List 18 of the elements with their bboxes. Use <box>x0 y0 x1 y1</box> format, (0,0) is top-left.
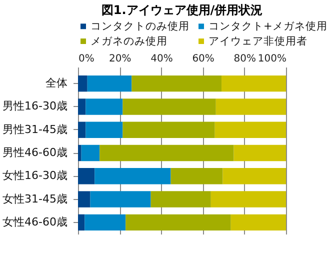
x-tick-label: 80% <box>234 54 256 64</box>
x-tick-label: 40% <box>150 54 173 64</box>
y-tick-label: 女性16-30歳 <box>2 169 68 182</box>
y-tick-label: 女性46-60歳 <box>2 215 68 228</box>
x-tick-label: 60% <box>192 54 214 64</box>
legend-label: コンタクト+メガネ使用 <box>208 20 328 32</box>
y-tick-label: 男性46-60歳 <box>2 146 68 159</box>
chart-title: 図1.アイウェア使用/併用状況 <box>101 3 263 17</box>
y-tick-label: 女性31-45歳 <box>2 192 68 206</box>
legend-label: メガネのみ使用 <box>90 35 168 48</box>
x-tick-label: 100% <box>258 54 286 64</box>
legend-label: コンタクトのみ使用 <box>90 20 190 32</box>
y-tick-label: 男性31-45歳 <box>2 122 68 136</box>
legend-label: アイウェア非使用者 <box>208 34 308 48</box>
y-tick-label: 全体 <box>46 76 68 90</box>
y-tick-label: 男性16-30歳 <box>2 100 68 113</box>
x-tick-label: 0% <box>78 54 94 64</box>
x-tick-label: 20% <box>108 54 132 64</box>
